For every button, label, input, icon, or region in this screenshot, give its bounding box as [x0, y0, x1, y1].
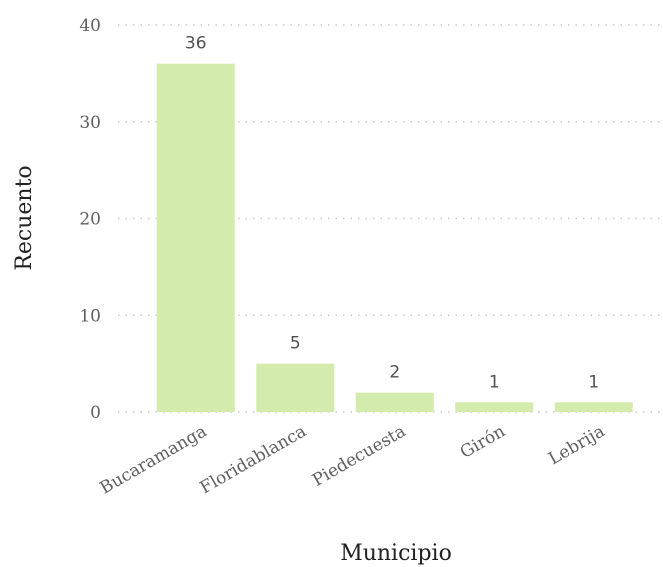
bars [156, 63, 633, 412]
data-label: 36 [185, 34, 207, 54]
data-label: 1 [489, 372, 500, 392]
bar-bucaramanga[interactable] [156, 63, 235, 412]
data-label: 1 [588, 372, 599, 392]
y-tick-label: 30 [79, 113, 101, 133]
data-label: 5 [290, 334, 301, 354]
x-tick-label: Piedecuesta [309, 421, 409, 490]
bar-gir-n[interactable] [455, 402, 534, 412]
x-tick-label: Bucaramanga [97, 421, 211, 498]
x-tick-label: Lebrija [545, 421, 608, 469]
data-label: 2 [389, 363, 400, 383]
y-axis-ticks: 0 10 20 30 40 [79, 16, 101, 423]
bar-piedecuesta[interactable] [355, 392, 434, 412]
bar-floridablanca[interactable] [256, 363, 335, 412]
y-axis-title: Recuento [12, 165, 37, 270]
x-tick-label: Girón [457, 421, 509, 463]
x-axis-title: Municipio [340, 541, 452, 566]
x-tick-label: Floridablanca [197, 421, 310, 498]
y-tick-label: 0 [90, 403, 101, 423]
y-tick-label: 10 [79, 306, 101, 326]
bar-lebrija[interactable] [554, 402, 633, 412]
y-tick-label: 40 [79, 16, 101, 36]
y-tick-label: 20 [79, 210, 101, 230]
data-labels: 36 5 2 1 1 [185, 34, 599, 393]
